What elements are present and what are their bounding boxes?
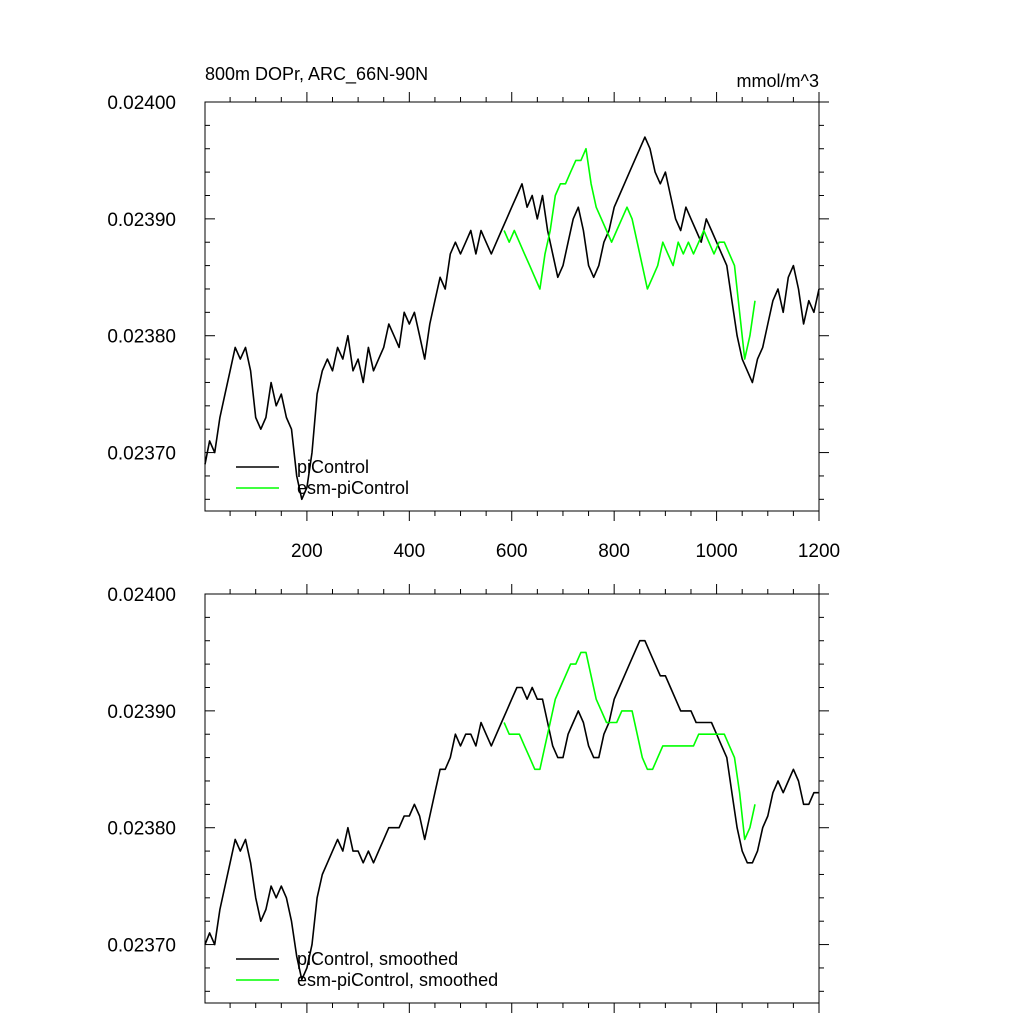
x-tick-label: 1000 bbox=[695, 541, 737, 562]
y-tick-label: 0.02380 bbox=[107, 819, 176, 840]
y-tick-label: 0.02370 bbox=[107, 444, 176, 465]
x-tick-label: 1200 bbox=[798, 541, 840, 562]
chart-title: 800m DOPr, ARC_66N-90N bbox=[205, 64, 428, 85]
x-tick-label: 800 bbox=[598, 541, 630, 562]
plot-frame bbox=[204, 101, 820, 512]
legend-label-1: piControl bbox=[297, 457, 369, 477]
legend-label-2: esm-piControl, smoothed bbox=[297, 970, 498, 990]
units-label: mmol/m^3 bbox=[737, 71, 819, 91]
y-tick-label: 0.02400 bbox=[107, 93, 176, 114]
chart-panel-2: 0.02370 0.02380 0.02390 0.02400 piControl, s… bbox=[107, 584, 829, 1013]
series-line-2 bbox=[503, 147, 756, 360]
legend-label-2: esm-piControl bbox=[297, 478, 409, 498]
y-tick-label: 0.02390 bbox=[107, 702, 176, 723]
chart-panel-1: 200 400 600 800 1000 1200 0.02370 0.02380 0.0239… bbox=[107, 64, 840, 562]
x-tick-label: 200 bbox=[291, 541, 323, 562]
y-tick-label: 0.02370 bbox=[107, 936, 176, 957]
x-tick-label: 400 bbox=[393, 541, 425, 562]
y-tick-label: 0.02400 bbox=[107, 585, 176, 606]
y-tick-label: 0.02380 bbox=[107, 327, 176, 348]
y-tick-label: 0.02390 bbox=[107, 210, 176, 231]
series-line-1 bbox=[204, 136, 820, 501]
legend-label-1: piControl, smoothed bbox=[297, 949, 458, 969]
plot-frame bbox=[204, 593, 820, 1004]
series-line-2 bbox=[503, 651, 756, 841]
series-line-1 bbox=[204, 639, 819, 981]
x-tick-label: 600 bbox=[496, 541, 528, 562]
